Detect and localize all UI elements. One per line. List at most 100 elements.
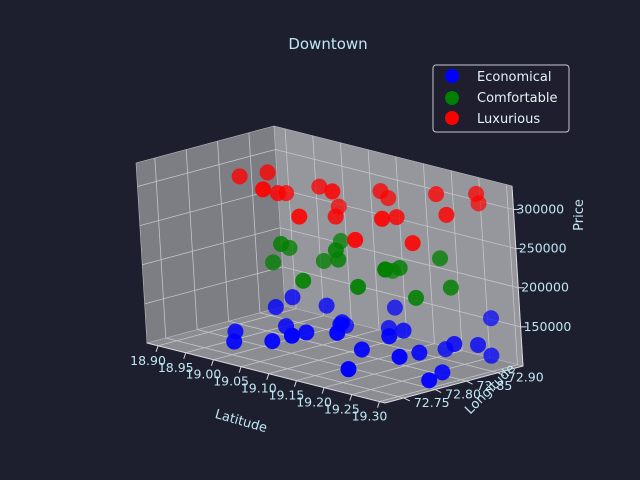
x-tick-mark [238,366,242,373]
x-gridline [367,149,380,330]
y-tick-label: 72.90 [508,370,544,385]
x-tick-label: 18.90 [130,353,166,368]
legend-label-economical: Economical [477,70,552,85]
data-point-economical [483,347,500,364]
y-tick-label: 72.80 [445,387,481,402]
data-point-luxurious [438,206,455,223]
y-tick-mark [403,397,411,402]
x-gridline [450,170,463,351]
x-gridline [423,163,435,344]
x-tick-label: 19.15 [269,388,305,403]
data-point-economical [340,361,357,378]
data-point-economical [421,372,438,389]
data-point-economical [353,341,370,358]
data-point-luxurious [259,164,276,181]
x-axis-line [146,342,386,404]
x-tick-mark [183,352,187,359]
y-gridline [185,149,198,330]
data-point-comfortable [265,254,282,271]
data-point-economical [381,328,398,345]
data-point-luxurious [404,235,421,252]
data-point-economical [329,324,346,341]
x-gridline [213,322,352,361]
data-point-economical [283,327,300,344]
data-point-comfortable [432,250,449,267]
z-axis-label: Price [572,199,587,231]
x-gridline [268,336,407,375]
data-point-economical [446,335,463,352]
data-point-economical [318,297,335,314]
data-point-luxurious [327,208,344,225]
data-point-luxurious [269,185,286,202]
x-tick-label: 19.20 [296,395,332,410]
x-gridline [324,350,463,389]
x-tick-mark [349,394,353,401]
x-tick-label: 19.30 [352,409,388,424]
chart-ticks: 18.9018.9519.0019.0519.1019.1519.2019.25… [130,185,572,424]
data-point-comfortable [315,253,332,270]
data-point-economical [298,324,315,341]
y-gridline [154,157,167,338]
x-gridline [240,329,380,368]
data-point-luxurious [255,181,272,198]
y-tick-mark [497,372,505,377]
y-tick-label: 72.85 [477,378,513,393]
x-gridline [340,142,352,323]
data-point-luxurious [428,186,445,203]
legend-marker-luxurious [445,111,459,125]
data-point-comfortable [377,261,394,278]
x-gridline [506,184,518,365]
data-point-luxurious [388,209,405,226]
data-point-luxurious [468,185,485,202]
z-gridline [142,227,281,266]
data-point-luxurious [311,178,328,195]
y-tick-mark [434,389,442,393]
x-gridline [395,156,408,337]
z-axis-line [511,185,524,367]
x-gridline [296,343,435,382]
y-gridline [228,320,467,382]
legend-frame [432,64,570,133]
data-point-economical [470,336,487,353]
chart-title: Downtown [288,35,367,53]
x-gridline [351,357,490,396]
data-point-luxurious [231,168,248,185]
z-tick-label: 250000 [519,241,567,256]
z-gridline [282,266,521,328]
data-point-economical [226,333,243,350]
z-gridline [137,149,276,187]
data-point-comfortable [295,272,312,289]
data-point-economical [264,333,281,350]
x-gridline [284,128,297,309]
y-gridline [248,132,261,313]
data-point-economical [267,299,284,316]
x-gridline [157,308,297,347]
x-gridline [379,364,518,402]
data-point-economical [284,289,301,306]
data-point-comfortable [442,279,459,296]
x-gridline [185,315,324,354]
x-tick-mark [376,401,380,408]
chart-points [226,164,500,389]
data-point-economical [482,310,499,327]
y-gridline [259,312,499,374]
z-tick-label: 150000 [524,319,572,334]
y-gridline [165,337,404,399]
data-point-luxurious [374,210,391,227]
x-tick-mark [266,373,270,380]
z-gridline [144,266,283,305]
legend-label-luxurious: Luxurious [477,112,540,127]
x-tick-mark [321,387,325,394]
data-point-luxurious [324,183,341,200]
z-tick-label: 200000 [521,280,569,295]
data-point-economical [391,348,408,365]
x-tick-label: 19.00 [186,367,222,382]
z-tick-label: 300000 [516,201,564,216]
y-axis-line [384,365,524,404]
z-gridline [139,188,278,226]
data-point-comfortable [327,242,344,259]
data-point-economical [395,322,412,339]
z-gridline [280,227,519,289]
x-tick-label: 19.10 [241,381,277,396]
